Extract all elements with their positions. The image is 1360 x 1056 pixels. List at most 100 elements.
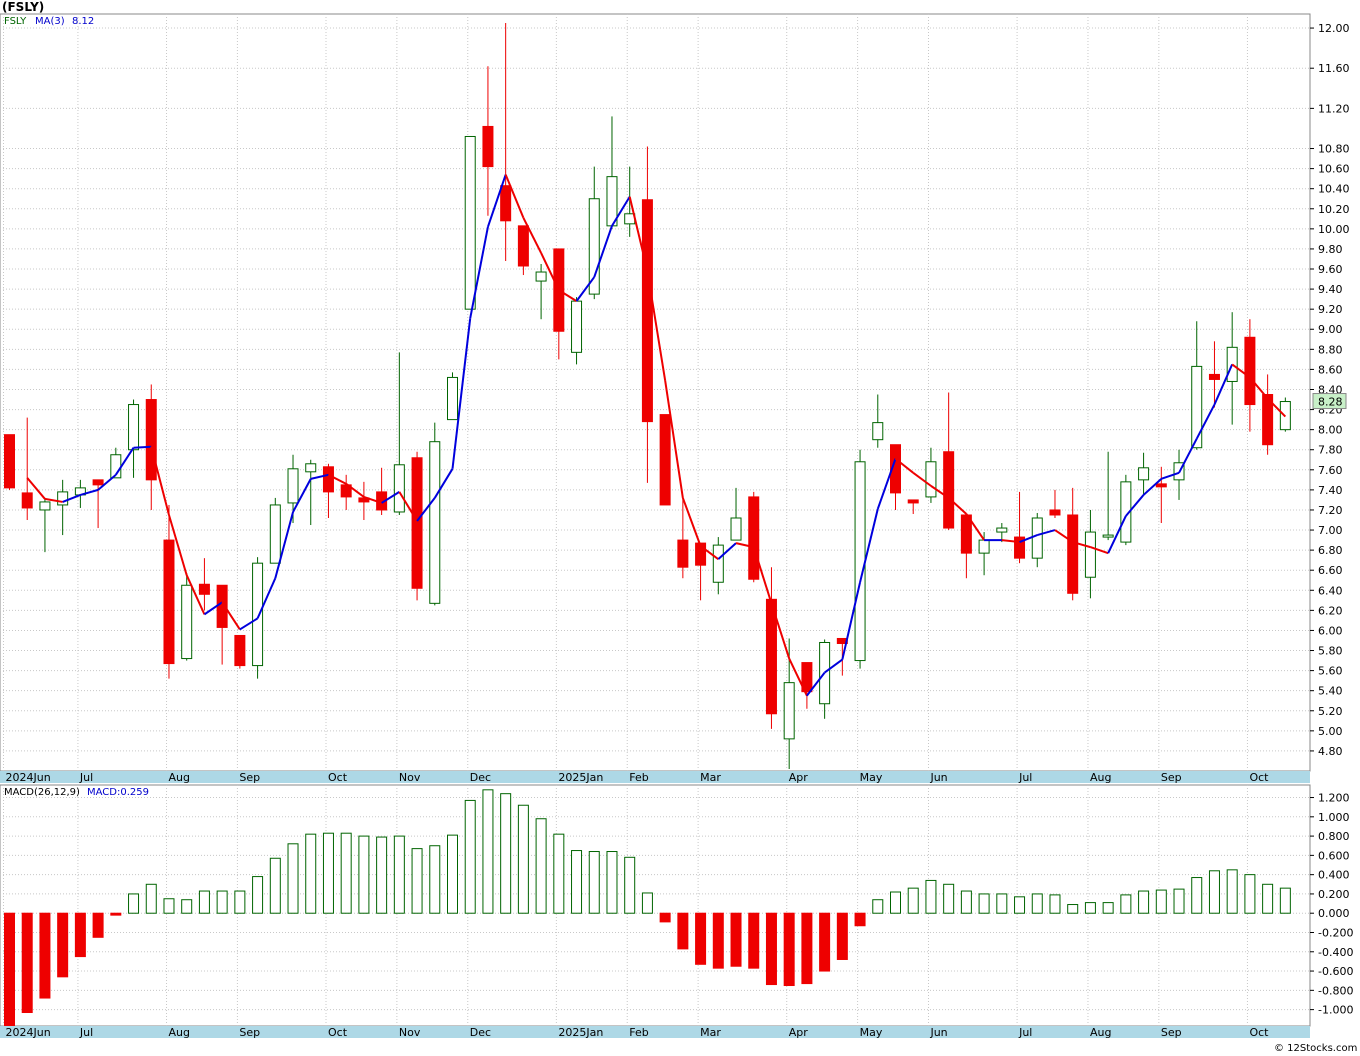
macd-bar <box>1279 887 1291 914</box>
ma-segment <box>1107 515 1127 554</box>
macd-month-label: Feb <box>629 1026 648 1039</box>
chart-title: (FSLY) <box>2 0 44 14</box>
ma-segment <box>1090 546 1109 555</box>
macd-bar <box>500 793 512 914</box>
macd-bar <box>1191 877 1203 914</box>
ma-segment <box>62 493 81 503</box>
price-month-label: Apr <box>789 771 809 784</box>
macd-bar <box>464 799 476 914</box>
ma-segment <box>558 289 578 302</box>
candle-body <box>4 434 15 489</box>
macd-bar <box>517 804 529 914</box>
candle-body <box>411 457 423 589</box>
macd-bar <box>1244 874 1256 914</box>
macd-histogram <box>4 789 1291 1027</box>
ma-segment <box>398 491 418 522</box>
price-tick-label: 8.80 <box>1318 343 1343 356</box>
macd-bar <box>748 912 760 969</box>
ma-segment <box>1195 404 1216 440</box>
macd-month-label: Jun <box>929 1026 947 1039</box>
macd-bar <box>447 834 458 914</box>
macd-bar <box>92 912 104 938</box>
candle-body <box>996 527 1008 533</box>
price-tick-label: 9.40 <box>1318 283 1343 296</box>
candle-body <box>641 199 653 423</box>
macd-month-label: Jul <box>79 1026 93 1039</box>
candle-body <box>429 441 441 604</box>
price-tick-label: 5.20 <box>1318 705 1343 718</box>
macd-bar <box>1262 883 1274 914</box>
macd-bar <box>943 883 955 914</box>
ma-segment <box>1249 376 1269 400</box>
candle-body <box>57 491 69 506</box>
price-x-axis-band <box>0 771 1310 783</box>
macd-x-axis-band <box>0 1026 1310 1038</box>
candle-body <box>765 598 777 715</box>
ma-segment <box>80 488 99 496</box>
ma-segment <box>363 495 382 504</box>
macd-bar <box>269 857 281 914</box>
macd-bar <box>376 836 388 914</box>
macd-bar <box>925 879 937 914</box>
macd-bar <box>287 843 299 914</box>
candle-body <box>659 414 671 506</box>
price-tick-label: 5.60 <box>1318 665 1343 678</box>
macd-bar <box>553 833 565 914</box>
macd-bar <box>1102 902 1114 914</box>
price-month-label: Mar <box>700 771 721 784</box>
ma-segment <box>168 514 188 576</box>
watermark: © 12Stocks.com <box>1274 1043 1357 1054</box>
ma-segment <box>841 582 862 660</box>
ma-segment <box>44 497 63 503</box>
candle-body <box>1084 531 1096 578</box>
moving-average-line <box>26 174 1287 697</box>
ma-segment <box>770 603 791 659</box>
ma-segment <box>806 672 826 697</box>
candle-body <box>21 492 33 509</box>
price-x-axis: 2024Jun Jul Aug Sep Oct Nov Dec 2025Jan Feb Mar Ap… <box>6 771 1270 784</box>
price-tick-label: 9.00 <box>1318 323 1343 336</box>
macd-bar <box>340 832 352 914</box>
candle-body <box>1067 514 1079 594</box>
price-month-label: Oct <box>328 771 348 784</box>
ma-segment <box>947 497 968 515</box>
price-tick-label: 6.60 <box>1318 564 1343 577</box>
price-month-label: Oct <box>1249 771 1269 784</box>
macd-bar <box>234 890 246 914</box>
price-month-label: 2025Jan <box>558 771 603 784</box>
candle-body <box>39 501 51 511</box>
price-month-label: Sep <box>1161 771 1182 784</box>
price-tick-label: 10.00 <box>1318 223 1350 236</box>
price-tick-label: 7.80 <box>1318 444 1343 457</box>
macd-bar <box>1173 888 1185 914</box>
candle-body <box>854 461 866 662</box>
price-tick-label: 5.80 <box>1318 645 1343 658</box>
candle-body <box>92 479 104 486</box>
price-tick-label: 9.60 <box>1318 263 1343 276</box>
macd-bar <box>730 912 742 967</box>
price-tick-label: 5.00 <box>1318 725 1343 738</box>
macd-tick-label: 0.200 <box>1318 888 1350 901</box>
ma-segment <box>469 226 489 319</box>
price-month-label: Jul <box>1018 771 1032 784</box>
price-tick-label: 7.20 <box>1318 504 1343 517</box>
candle-body <box>447 376 458 421</box>
ma-segment <box>433 468 454 499</box>
macd-bar <box>588 851 600 914</box>
ma-segment <box>699 545 719 560</box>
macd-month-label: Sep <box>1161 1026 1182 1039</box>
candle-body <box>730 517 742 541</box>
macd-bar <box>872 899 884 914</box>
candle-body <box>252 562 264 667</box>
ma-segment <box>451 318 472 469</box>
ma-segment <box>912 472 932 487</box>
macd-bar <box>1120 894 1132 914</box>
candle-body <box>1244 336 1256 406</box>
legend-ma-label: MA(3) <box>35 16 65 27</box>
candle-body <box>943 451 955 529</box>
ma-segment <box>486 174 507 228</box>
ma-segment <box>310 473 329 480</box>
macd-month-label: Mar <box>700 1026 721 1039</box>
ma-segment <box>292 478 312 513</box>
macd-legend: MACD(26,12,9) MACD:0.259 <box>4 787 149 798</box>
